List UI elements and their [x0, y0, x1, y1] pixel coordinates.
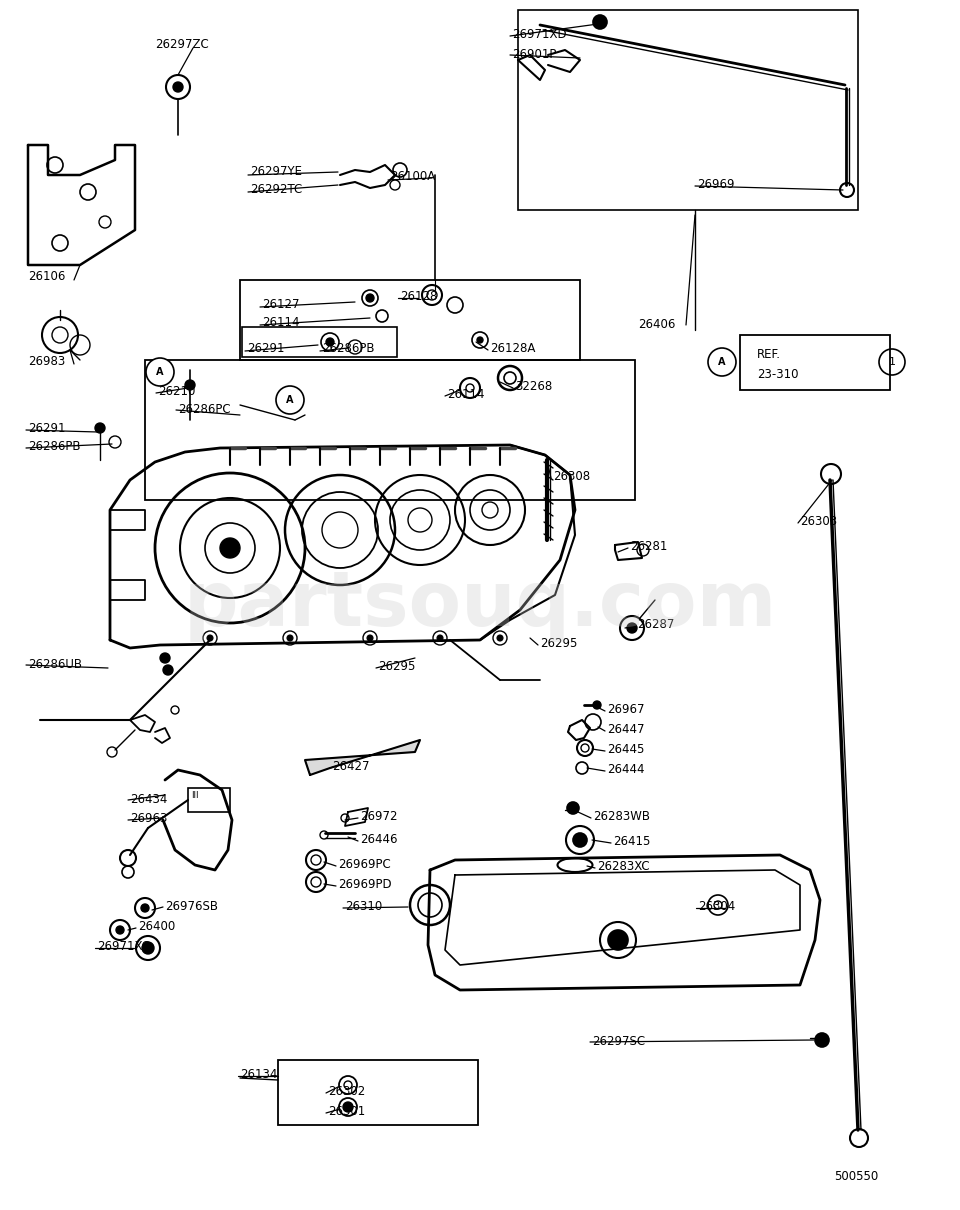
- Text: 26283XC: 26283XC: [597, 860, 650, 872]
- Circle shape: [573, 832, 587, 847]
- Text: 23-310: 23-310: [757, 368, 799, 381]
- Text: 26291: 26291: [247, 342, 284, 355]
- Text: 26128A: 26128A: [490, 342, 536, 355]
- Circle shape: [593, 15, 607, 29]
- Text: 26114: 26114: [262, 316, 300, 329]
- Text: 26969PC: 26969PC: [338, 858, 391, 871]
- Polygon shape: [305, 741, 420, 774]
- Text: 26308: 26308: [553, 469, 590, 483]
- Text: 26297ZC: 26297ZC: [155, 38, 208, 51]
- Circle shape: [142, 943, 154, 953]
- Circle shape: [163, 666, 173, 675]
- Bar: [518, 10, 858, 211]
- Circle shape: [146, 358, 174, 386]
- Text: 26446: 26446: [360, 832, 397, 846]
- Text: 26427: 26427: [332, 760, 370, 773]
- Text: A: A: [718, 357, 726, 367]
- Text: 26971XC: 26971XC: [97, 940, 150, 953]
- Text: 26287: 26287: [637, 618, 674, 630]
- Circle shape: [207, 635, 213, 641]
- Text: 1: 1: [889, 357, 896, 367]
- Text: 26297SC: 26297SC: [592, 1035, 645, 1048]
- Circle shape: [366, 294, 374, 302]
- Text: 26127: 26127: [262, 298, 300, 311]
- Circle shape: [437, 635, 443, 641]
- Text: 26297YE: 26297YE: [250, 165, 302, 178]
- Bar: [278, 1060, 478, 1125]
- Text: 26114: 26114: [447, 388, 485, 401]
- Circle shape: [95, 424, 105, 433]
- Text: 26406: 26406: [638, 318, 676, 332]
- Circle shape: [276, 386, 304, 414]
- Text: 26283WB: 26283WB: [593, 809, 650, 823]
- Circle shape: [627, 623, 637, 633]
- Bar: [740, 335, 890, 390]
- Text: 26976SB: 26976SB: [165, 900, 218, 914]
- Text: 26292TC: 26292TC: [250, 183, 302, 196]
- Text: partsouq.com: partsouq.com: [183, 567, 777, 643]
- Circle shape: [160, 653, 170, 663]
- Circle shape: [343, 1102, 353, 1112]
- Text: 26969: 26969: [697, 178, 734, 191]
- Text: 26281: 26281: [630, 540, 667, 553]
- Text: 26444: 26444: [607, 764, 644, 776]
- Text: 26310: 26310: [345, 900, 382, 914]
- Text: 26286UB: 26286UB: [28, 658, 82, 672]
- Circle shape: [220, 538, 240, 558]
- Bar: [145, 361, 635, 500]
- Circle shape: [567, 802, 579, 814]
- Text: 26302: 26302: [328, 1085, 365, 1097]
- Circle shape: [497, 635, 503, 641]
- Text: REF.: REF.: [757, 348, 781, 361]
- Text: A: A: [156, 367, 164, 378]
- Text: 26286PB: 26286PB: [322, 342, 374, 355]
- Text: 26295: 26295: [378, 659, 416, 673]
- Text: 26303: 26303: [800, 515, 837, 528]
- Circle shape: [477, 338, 483, 342]
- Circle shape: [185, 380, 195, 390]
- Text: III: III: [191, 791, 199, 800]
- Text: A: A: [286, 394, 294, 405]
- Text: 32268: 32268: [515, 380, 552, 393]
- Circle shape: [708, 348, 736, 376]
- Text: 26301: 26301: [328, 1105, 365, 1118]
- Text: 26445: 26445: [607, 743, 644, 756]
- Text: 26901P: 26901P: [512, 48, 557, 60]
- Text: 26128: 26128: [400, 290, 438, 302]
- Text: 26286PC: 26286PC: [178, 403, 230, 416]
- Bar: [240, 280, 580, 361]
- Text: 26295: 26295: [540, 636, 577, 650]
- Text: 26286PB: 26286PB: [28, 440, 81, 453]
- Text: 26969PD: 26969PD: [338, 878, 392, 891]
- Text: 26291: 26291: [28, 422, 65, 436]
- Circle shape: [116, 926, 124, 934]
- Text: 26106: 26106: [28, 270, 65, 283]
- Text: 26983: 26983: [28, 355, 65, 368]
- Text: 26304: 26304: [698, 900, 735, 914]
- Text: 500550: 500550: [833, 1170, 878, 1183]
- Text: 26971XD: 26971XD: [512, 28, 566, 41]
- Text: 26134: 26134: [240, 1068, 277, 1081]
- Text: 26100A: 26100A: [390, 169, 435, 183]
- Circle shape: [367, 635, 373, 641]
- Circle shape: [141, 904, 149, 912]
- Text: 26963: 26963: [130, 812, 167, 825]
- Text: 26967: 26967: [607, 703, 644, 716]
- Circle shape: [608, 930, 628, 950]
- Text: 26447: 26447: [607, 724, 644, 736]
- Text: 26210: 26210: [158, 385, 196, 398]
- Text: 26972: 26972: [360, 809, 397, 823]
- Text: 26400: 26400: [138, 920, 176, 933]
- Bar: [242, 327, 397, 357]
- Circle shape: [593, 701, 601, 709]
- Circle shape: [326, 338, 334, 346]
- Text: 26415: 26415: [613, 835, 650, 848]
- Circle shape: [173, 82, 183, 92]
- Circle shape: [815, 1033, 829, 1047]
- Text: 26434: 26434: [130, 793, 167, 806]
- Circle shape: [287, 635, 293, 641]
- Bar: [188, 788, 230, 812]
